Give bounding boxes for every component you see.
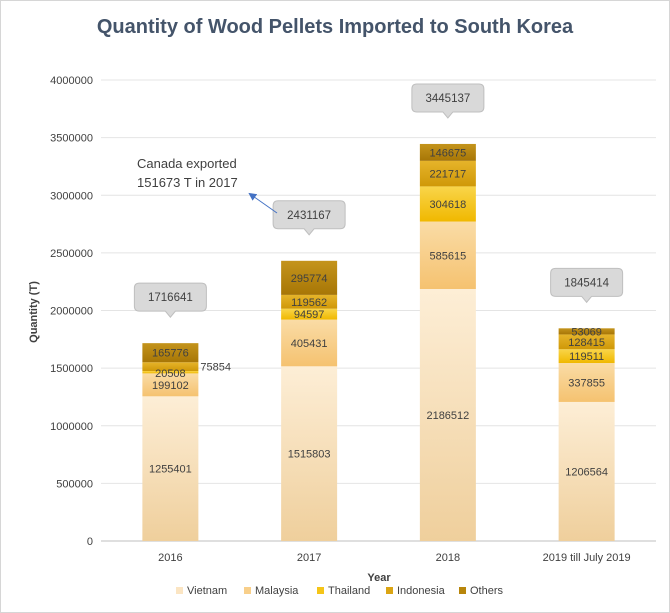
bar-thailand-3 xyxy=(558,349,615,364)
callout-box xyxy=(133,282,207,318)
legend-swatch xyxy=(459,587,466,594)
bar-others-0 xyxy=(142,343,199,363)
x-tick-label: 2018 xyxy=(436,552,460,564)
bar-thailand-2 xyxy=(419,186,476,222)
total-label: 2431167 xyxy=(287,210,331,222)
callout-box xyxy=(550,267,624,304)
legend-item-others: Others xyxy=(459,585,504,597)
data-label-indonesia: 75854 xyxy=(200,362,231,374)
x-tick-label: 2019 till July 2019 xyxy=(543,552,631,564)
data-label-thailand: 94597 xyxy=(294,309,325,321)
data-label-malaysia: 337855 xyxy=(568,377,605,389)
legend-label: Vietnam xyxy=(187,585,227,597)
legend-swatch xyxy=(386,587,393,594)
data-label-indonesia: 221717 xyxy=(430,169,467,181)
total-label: 1845414 xyxy=(564,277,609,289)
x-axis-title: Year xyxy=(367,572,391,584)
x-tick-label: 2017 xyxy=(297,552,321,564)
y-tick-label: 3500000 xyxy=(50,133,93,145)
total-label: 3445137 xyxy=(425,93,470,105)
total-callout: 2431167 xyxy=(272,200,346,236)
bar-indonesia-1 xyxy=(281,294,338,309)
total-callout: 1716641 xyxy=(133,282,207,318)
legend-item-vietnam: Vietnam xyxy=(176,585,227,597)
canada-annotation: Canada exported 151673 T in 2017 xyxy=(137,156,278,214)
y-tick-label: 0 xyxy=(87,536,93,548)
y-axis-title: Quantity (T) xyxy=(28,281,40,343)
x-axis-ticks: 2016 2017 2018 2019 till July 2019 xyxy=(158,552,631,564)
bar-thailand-1 xyxy=(281,308,338,320)
legend-label: Thailand xyxy=(328,585,370,597)
data-label-thailand: 119511 xyxy=(569,351,604,363)
legend-swatch xyxy=(244,587,251,594)
data-label-thailand: 304618 xyxy=(430,199,467,211)
data-label-vietnam: 1255401 xyxy=(149,464,192,476)
data-label-others: 165776 xyxy=(152,348,189,360)
data-label-malaysia: 585615 xyxy=(430,250,467,262)
y-tick-label: 4000000 xyxy=(50,75,93,87)
bar-vietnam-1 xyxy=(281,366,338,541)
legend-item-indonesia: Indonesia xyxy=(386,585,446,597)
y-axis-ticks: 0 500000 1000000 1500000 2000000 2500000 30000… xyxy=(50,75,93,548)
bar-indonesia-3 xyxy=(558,334,615,350)
bar-malaysia-3 xyxy=(558,363,615,402)
legend-item-thailand: Thailand xyxy=(317,585,370,597)
bars xyxy=(142,143,615,541)
y-tick-label: 2000000 xyxy=(50,306,93,318)
legend-label: Others xyxy=(470,585,504,597)
bar-vietnam-3 xyxy=(558,401,615,541)
annotation-line-1: Canada exported xyxy=(137,156,237,171)
legend-item-malaysia: Malaysia xyxy=(244,585,299,597)
legend-swatch xyxy=(317,587,324,594)
bar-others-1 xyxy=(281,260,338,295)
y-tick-label: 500000 xyxy=(56,478,93,490)
total-callout: 3445137 xyxy=(411,83,485,119)
bar-indonesia-2 xyxy=(419,160,476,187)
bar-malaysia-2 xyxy=(419,221,476,290)
legend-label: Indonesia xyxy=(397,585,446,597)
data-label-indonesia: 119562 xyxy=(291,297,327,309)
bar-vietnam-0 xyxy=(142,396,199,541)
bar-vietnam-2 xyxy=(419,289,476,541)
chart-title: Quantity of Wood Pellets Imported to Sou… xyxy=(97,16,574,38)
y-tick-label: 1500000 xyxy=(50,363,93,375)
data-label-vietnam: 1515803 xyxy=(288,449,331,461)
data-label-others: 146675 xyxy=(430,147,467,159)
data-label-others: 53069 xyxy=(571,326,602,338)
x-tick-label: 2016 xyxy=(158,552,182,564)
bar-malaysia-0 xyxy=(142,373,199,397)
data-label-malaysia: 405431 xyxy=(291,338,328,350)
y-tick-label: 3000000 xyxy=(50,190,93,202)
y-tick-label: 2500000 xyxy=(50,248,93,260)
data-label-vietnam: 2186512 xyxy=(426,410,469,422)
y-tick-label: 1000000 xyxy=(50,421,93,433)
callout-box xyxy=(272,200,346,236)
total-callouts: 1716641 2431167 3445137 1845414 xyxy=(133,83,624,318)
bar-others-2 xyxy=(419,143,476,161)
bar-others-3 xyxy=(558,328,615,335)
annotation-arrow xyxy=(248,192,278,214)
data-label-thailand: 20508 xyxy=(155,368,186,380)
total-callout: 1845414 xyxy=(550,267,624,304)
total-label: 1716641 xyxy=(148,292,193,304)
bar-indonesia-0 xyxy=(142,362,199,372)
legend-swatch xyxy=(176,587,183,594)
callout-box xyxy=(411,83,485,119)
data-label-vietnam: 1206564 xyxy=(565,466,608,478)
legend-label: Malaysia xyxy=(255,585,299,597)
annotation-line-2: 151673 T in 2017 xyxy=(137,175,238,190)
data-label-indonesia: 128415 xyxy=(568,337,605,349)
bar-malaysia-1 xyxy=(281,319,338,367)
data-label-malaysia: 199102 xyxy=(152,380,189,392)
data-label-others: 295774 xyxy=(291,273,328,285)
bar-thailand-0 xyxy=(142,371,199,374)
legend: Vietnam Malaysia Thailand Indonesia Others xyxy=(176,585,504,597)
